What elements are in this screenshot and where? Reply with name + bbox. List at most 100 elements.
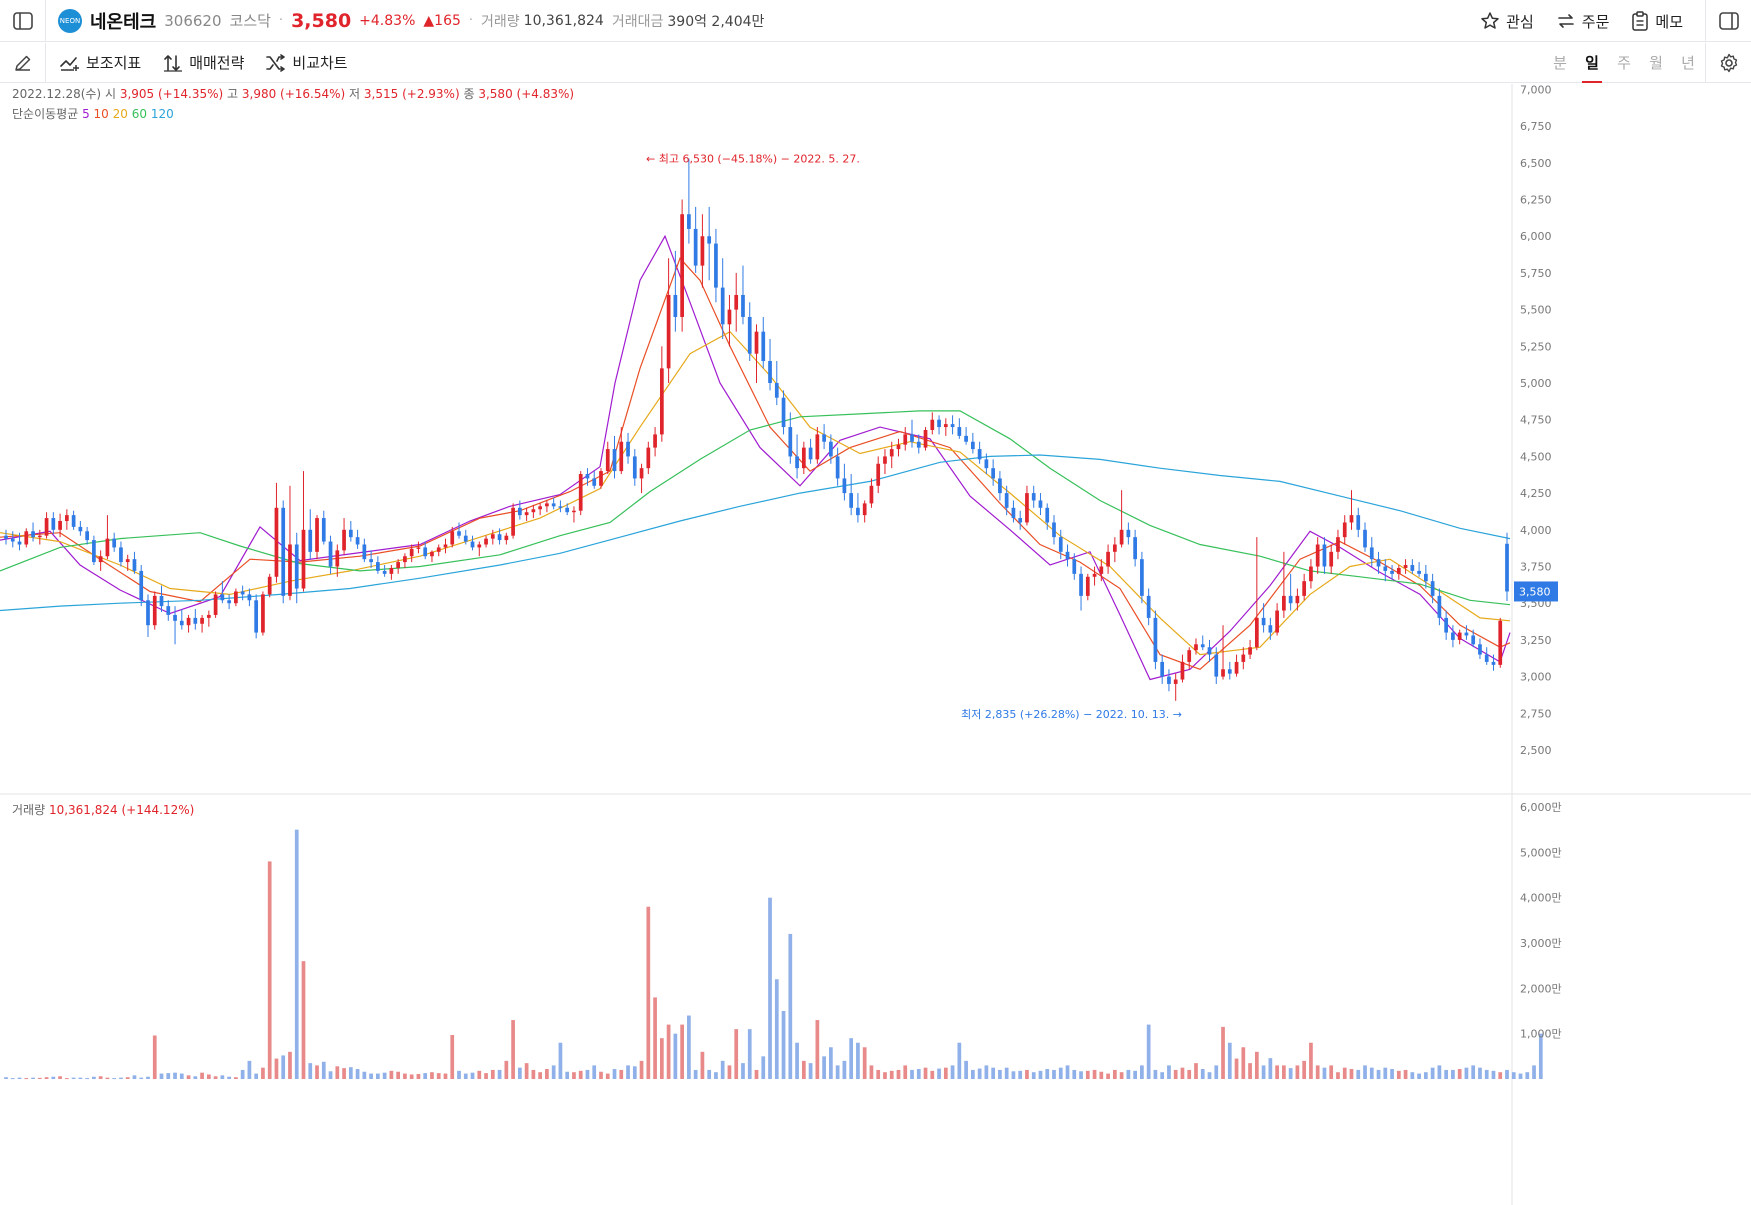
volume-bar (1058, 1067, 1063, 1079)
volume-bar (416, 1074, 421, 1079)
volume-bar (599, 1071, 603, 1079)
candle-body (1140, 559, 1144, 596)
watchlist-button[interactable]: 관심 (1480, 11, 1534, 32)
company-logo: NEON (58, 8, 82, 33)
volume-bar (774, 979, 779, 1079)
stock-name: 네온테크 (90, 11, 157, 33)
candle-body (1424, 573, 1428, 582)
strategy-button[interactable]: 매매전략 (163, 52, 244, 73)
candle-body (1505, 543, 1509, 592)
volume-bar (206, 1074, 211, 1079)
volume-bar (1106, 1073, 1110, 1079)
candle-body (889, 449, 894, 457)
volume-bar (1241, 1047, 1246, 1079)
open-value: 3,905 (+14.35%) (119, 87, 224, 101)
volume-bar (1227, 1042, 1232, 1079)
volume-bar (342, 1068, 346, 1079)
candle-body (71, 515, 76, 527)
volume-bar (1173, 1069, 1178, 1079)
volume-bar (646, 906, 651, 1079)
candle-body (504, 535, 509, 541)
period-year[interactable]: 년 (1681, 54, 1695, 72)
order-button[interactable]: 주문 (1556, 11, 1609, 32)
volume-bar (355, 1069, 360, 1079)
change-percent: +4.83% (359, 12, 416, 29)
volume-bar (112, 1078, 117, 1080)
volume-bar (741, 1063, 745, 1079)
header-actions: 관심 주문 메모 (1480, 0, 1751, 42)
candle-body (801, 447, 806, 469)
period-week[interactable]: 주 (1617, 54, 1631, 72)
candle-body (1065, 551, 1070, 560)
candle-body (754, 331, 759, 354)
candle-body (646, 447, 651, 469)
volume-bar (51, 1076, 56, 1079)
volume-bar (105, 1077, 110, 1079)
volume-bar (477, 1070, 482, 1079)
volume-bar (754, 1069, 759, 1079)
price-axis-tick: 5,500 (1520, 304, 1552, 317)
candle-body (558, 506, 563, 508)
candle-body (1167, 676, 1171, 684)
volume-bar (1221, 1026, 1225, 1079)
volume-bar (551, 1065, 556, 1079)
volume-bar (1511, 1072, 1516, 1079)
candle-body (396, 562, 401, 568)
candle-body (423, 547, 428, 557)
volume-bar (1254, 1051, 1259, 1079)
chart-settings-button[interactable] (1705, 43, 1751, 83)
volume-bar (4, 1077, 8, 1079)
sort-arrows-icon (164, 54, 183, 72)
candle-body (450, 531, 455, 545)
volume-bar (37, 1077, 42, 1079)
right-panel-toggle-button[interactable] (1705, 0, 1751, 42)
period-day[interactable]: 일 (1582, 43, 1602, 83)
compare-chart-label: 비교차트 (292, 54, 348, 72)
candle-body (1173, 679, 1178, 684)
candle-body (1484, 654, 1489, 662)
period-month[interactable]: 월 (1649, 54, 1663, 72)
candle-body (125, 559, 130, 563)
volume-bar (1031, 1072, 1036, 1079)
chart-area[interactable]: 7,000 6,750 6,500 6,250 6,000 5,750 5,500 5,250… (0, 84, 1751, 1205)
volume-axis-tick: 2,000만 (1520, 982, 1562, 995)
candle-body (261, 594, 265, 633)
price-volume-chart[interactable]: 7,000 6,750 6,500 6,250 6,000 5,750 5,500 5,250… (0, 84, 1751, 1205)
period-minute[interactable]: 분 (1553, 54, 1567, 72)
volume-bar (1194, 1063, 1198, 1079)
volume-bar (301, 961, 306, 1079)
volume-bar (923, 1067, 928, 1079)
compare-chart-button[interactable]: 비교차트 (266, 52, 348, 73)
volume-bar (125, 1077, 130, 1079)
sidebar-toggle-button[interactable] (0, 0, 46, 42)
candle-body (1498, 620, 1503, 665)
drawing-tool-button[interactable] (0, 42, 46, 83)
volume-bar (707, 1069, 712, 1079)
memo-button[interactable]: 메모 (1631, 11, 1683, 32)
candle-body (869, 485, 874, 504)
volume-bar (281, 1055, 286, 1079)
memo-label: 메모 (1655, 12, 1683, 31)
volume-bar (768, 897, 772, 1079)
volume-bar (1187, 1069, 1192, 1079)
volume-bar (524, 1063, 529, 1079)
candle-body (200, 617, 204, 624)
candle-body (761, 331, 766, 362)
volume-bar (1369, 1067, 1374, 1079)
volume-bar (1532, 1065, 1536, 1079)
volume-bar (700, 1051, 705, 1079)
candle-body (206, 614, 211, 618)
high-label: 고 (227, 87, 239, 101)
chart-toolbar: 보조지표 매매전략 비교차트 분 일 주 월 년 (0, 42, 1751, 83)
candle-body (1248, 647, 1252, 655)
volume-bar (788, 933, 793, 1079)
indicator-button[interactable]: 보조지표 (60, 52, 141, 73)
volume-bar (1099, 1071, 1104, 1079)
price-axis-tick: 6,500 (1520, 157, 1552, 170)
volume-info-line: 거래량 10,361,824 (+144.12%) (12, 801, 194, 818)
volume-bar (1444, 1069, 1449, 1079)
stock-header: NEON 네온테크 306620 코스닥 · 3,580 +4.83% ▲165… (0, 0, 1751, 42)
volume-bar (795, 1042, 799, 1079)
candle-body (930, 419, 935, 430)
volume-bar (1126, 1069, 1131, 1079)
